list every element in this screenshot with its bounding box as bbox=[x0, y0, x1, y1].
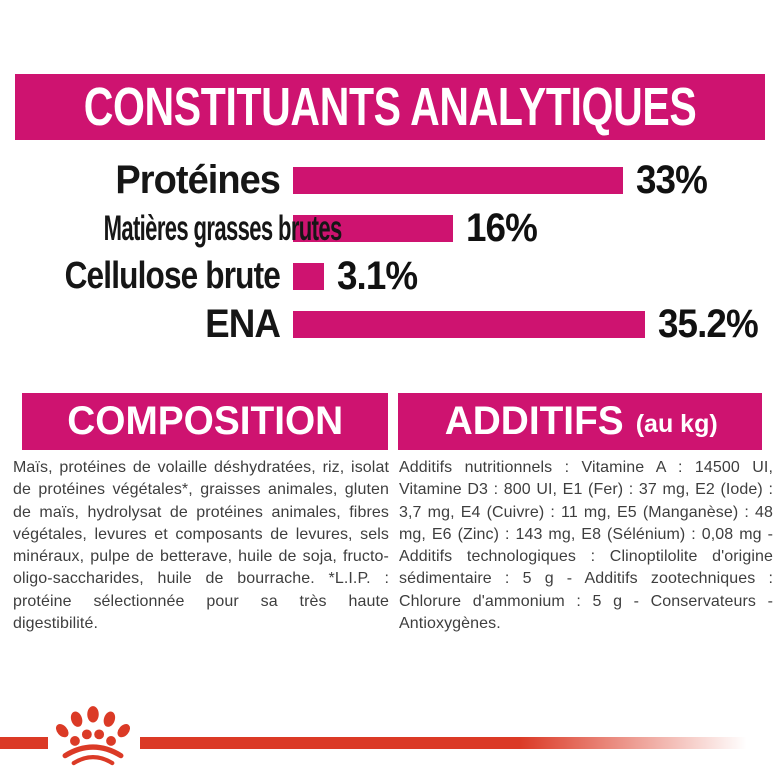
chart-row: Matières grasses brutes 16% bbox=[0, 204, 780, 252]
chart-category-label: ENA bbox=[205, 302, 281, 346]
footer-rule-right bbox=[140, 737, 772, 749]
additifs-banner: ADDITIFS (au kg) bbox=[398, 393, 762, 450]
chart-value-label: 33% bbox=[636, 158, 708, 202]
chart-category-label: Matières grasses brutes bbox=[103, 208, 343, 248]
analytical-constituents-chart: Protéines 33% Matières grasses brutes 16% Ce… bbox=[0, 156, 780, 348]
chart-row: Protéines 33% bbox=[0, 156, 780, 204]
analytical-constituents-banner: CONSTITUANTS ANALYTIQUES bbox=[15, 74, 765, 140]
additifs-text: Additifs nutritionnels : Vitamine A : 14… bbox=[399, 459, 773, 633]
composition-title: COMPOSITION bbox=[67, 399, 343, 443]
chart-bar bbox=[293, 166, 623, 194]
chart-category-label: Cellulose brute bbox=[64, 255, 281, 297]
chart-value-label: 16% bbox=[466, 206, 538, 250]
composition-banner: COMPOSITION bbox=[22, 393, 388, 450]
chart-category-label: Protéines bbox=[115, 158, 281, 202]
chart-row: ENA 35.2% bbox=[0, 300, 780, 348]
additifs-title: ADDITIFS bbox=[445, 399, 624, 443]
additifs-title-suffix: (au kg) bbox=[635, 410, 718, 438]
chart-bar bbox=[293, 262, 324, 290]
chart-bar bbox=[293, 310, 645, 338]
composition-text: Maïs, protéines de volaille déshydratées… bbox=[13, 459, 389, 633]
footer-rule-left bbox=[0, 737, 48, 749]
page-title: CONSTITUANTS ANALYTIQUES bbox=[83, 77, 697, 137]
chart-bar bbox=[293, 214, 453, 242]
chart-value-label: 3.1% bbox=[337, 254, 418, 298]
chart-row: Cellulose brute 3.1% bbox=[0, 252, 780, 300]
chart-value-label: 35.2% bbox=[658, 302, 759, 346]
royal-canin-crown-paw-icon bbox=[55, 706, 131, 766]
